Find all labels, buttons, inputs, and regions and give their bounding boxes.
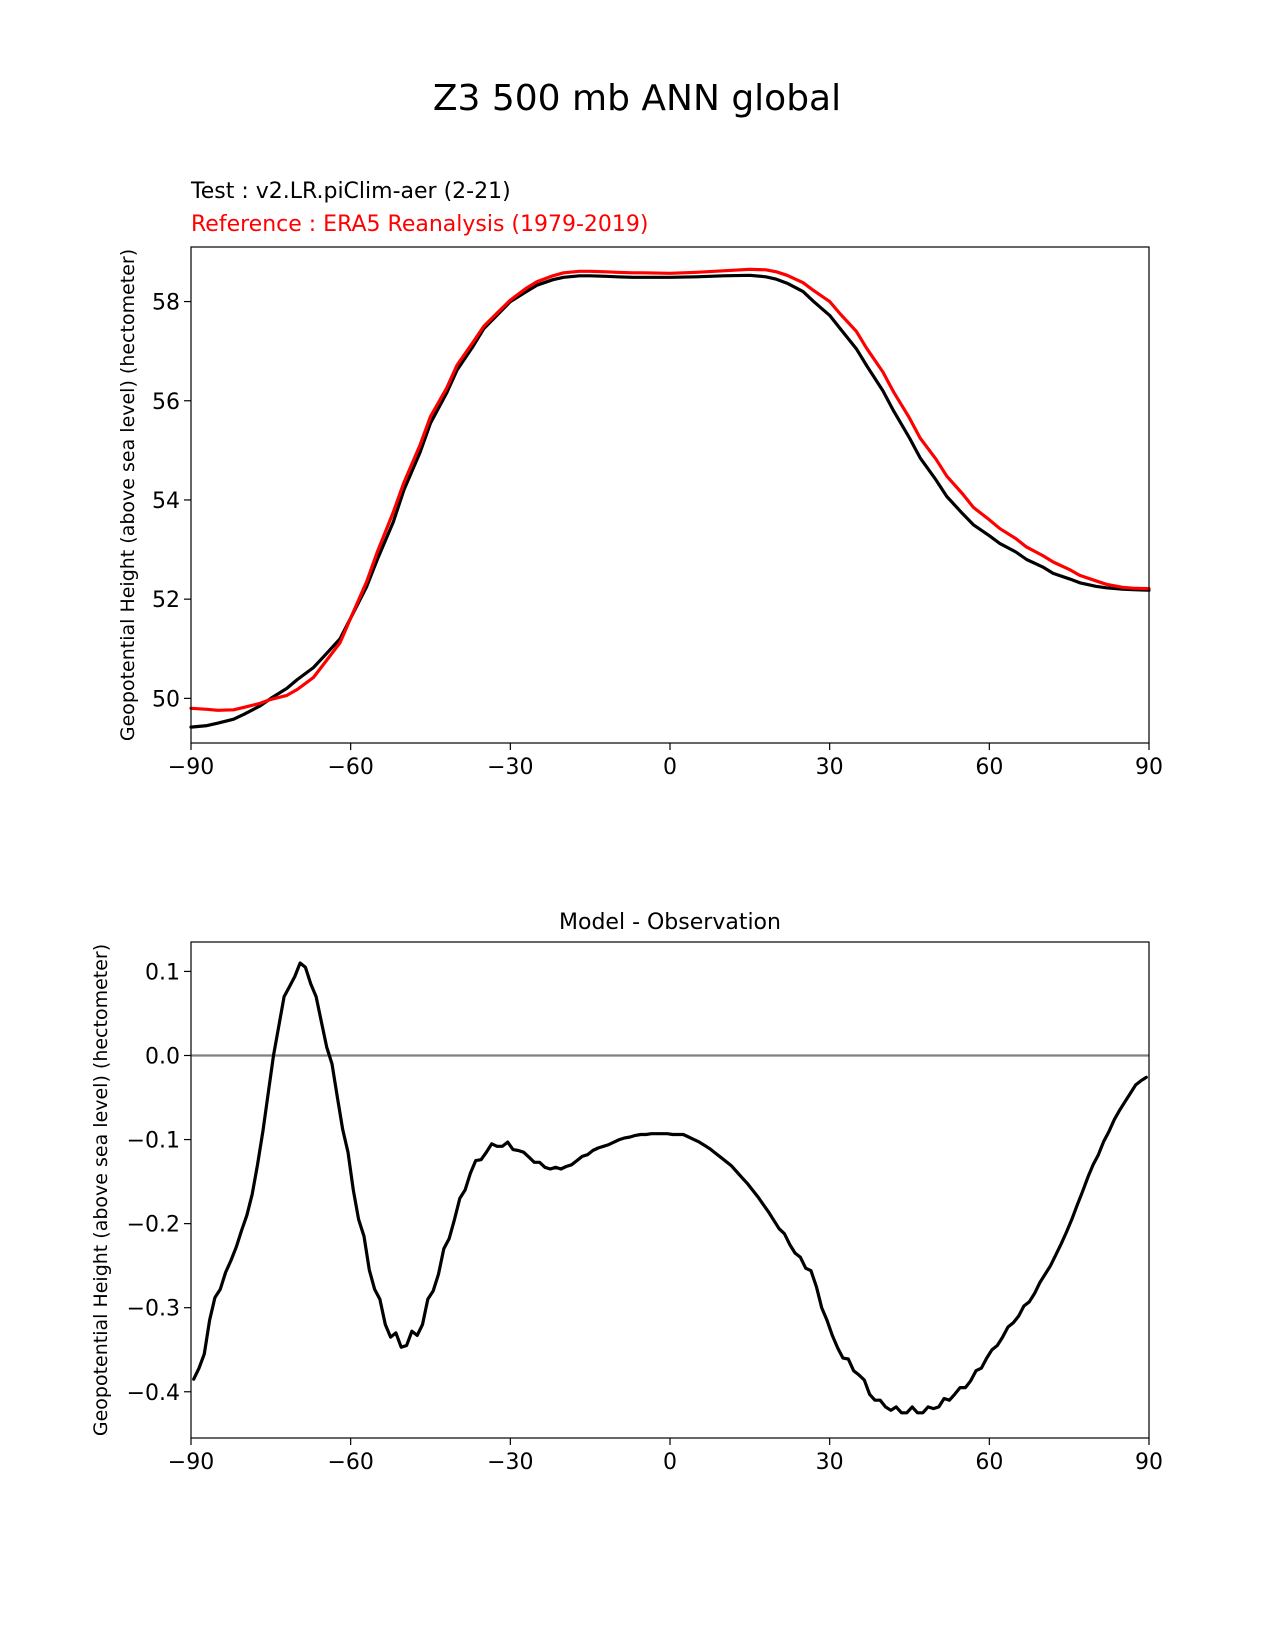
top-series-line-1 (189, 267, 1151, 712)
bottom-title: Model - Observation (559, 910, 781, 935)
bottom-y-axis: 0.1 0.0 −0.1 −0.2 −0.3 −0.4 (127, 960, 191, 1406)
top-x-tick-label: −90 (168, 755, 214, 780)
bottom-plot-area (191, 961, 1149, 1415)
bottom-y-tick-label: 0.0 (145, 1044, 180, 1069)
top-plot-area (189, 267, 1151, 729)
bottom-x-tick-label: 0 (663, 1450, 677, 1475)
bottom-y-tick-label: −0.4 (127, 1381, 180, 1406)
top-x-tick-label: 60 (975, 755, 1003, 780)
bottom-x-tick-label: 30 (816, 1450, 844, 1475)
figure-title: Z3 500 mb ANN global (433, 78, 841, 119)
bottom-x-tick-label: 60 (975, 1450, 1003, 1475)
bottom-y-tick-label: −0.2 (127, 1213, 180, 1238)
top-y-tick-label: 50 (152, 687, 180, 712)
top-x-tick-label: 90 (1135, 755, 1163, 780)
top-x-tick-label: −60 (327, 755, 373, 780)
top-y-tick-label: 54 (152, 489, 180, 514)
top-x-axis: −90 −60 −30 0 30 60 90 (168, 743, 1163, 780)
bottom-x-tick-label: −60 (327, 1450, 373, 1475)
top-y-tick-label: 52 (152, 588, 180, 613)
bottom-x-tick-label: 90 (1135, 1450, 1163, 1475)
bottom-ylabel: Geopotential Height (above sea level) (h… (90, 944, 112, 1436)
bottom-series-line-0 (192, 961, 1148, 1415)
test-label: Test : v2.LR.piClim-aer (2-21) (190, 179, 511, 204)
top-y-tick-label: 58 (152, 291, 180, 316)
top-x-tick-label: 30 (816, 755, 844, 780)
top-y-tick-label: 56 (152, 390, 180, 415)
bottom-y-tick-label: 0.1 (145, 960, 180, 985)
bottom-y-tick-label: −0.3 (127, 1297, 180, 1322)
bottom-y-tick-label: −0.1 (127, 1129, 180, 1154)
top-y-axis: 50 52 54 56 58 (152, 291, 191, 712)
bottom-x-tick-label: −30 (487, 1450, 533, 1475)
bottom-panel: Model - Observation −90 −60 −30 0 30 60 90 0.1… (90, 910, 1163, 1475)
reference-label: Reference : ERA5 Reanalysis (1979-2019) (191, 212, 649, 237)
top-panel: Test : v2.LR.piClim-aer (2-21) Reference… (117, 179, 1163, 780)
top-x-tick-label: −30 (487, 755, 533, 780)
bottom-plot-frame (190, 941, 1150, 1439)
bottom-x-tick-label: −90 (168, 1450, 214, 1475)
top-ylabel: Geopotential Height (above sea level) (h… (117, 249, 139, 741)
top-series-line-0 (189, 273, 1151, 729)
top-x-tick-label: 0 (663, 755, 677, 780)
bottom-x-axis: −90 −60 −30 0 30 60 90 (168, 1438, 1163, 1475)
top-plot-frame (190, 246, 1150, 744)
